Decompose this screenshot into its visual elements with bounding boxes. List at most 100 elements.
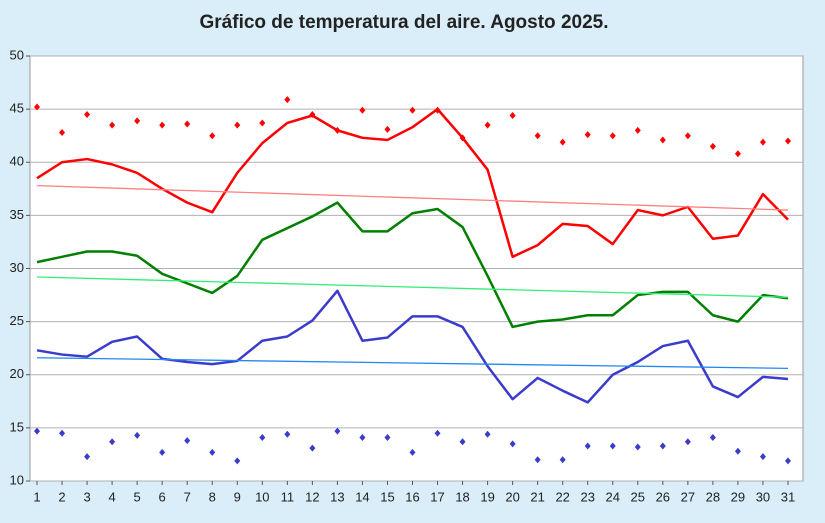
x-tick-label: 22 bbox=[555, 489, 569, 504]
x-tick-label: 8 bbox=[209, 489, 216, 504]
marker bbox=[684, 438, 691, 446]
marker bbox=[534, 456, 541, 464]
marker bbox=[334, 427, 341, 435]
y-tick-label: 10 bbox=[10, 472, 24, 487]
marker bbox=[484, 430, 491, 438]
marker bbox=[284, 96, 291, 104]
marker bbox=[359, 106, 366, 114]
x-tick-label: 17 bbox=[430, 489, 444, 504]
y-tick-label: 30 bbox=[10, 260, 24, 275]
x-tick-label: 30 bbox=[756, 489, 770, 504]
marker bbox=[784, 137, 791, 145]
marker bbox=[459, 438, 466, 446]
y-tick-label: 35 bbox=[10, 207, 24, 222]
data-line bbox=[36, 107, 789, 259]
marker bbox=[734, 150, 741, 158]
x-tick-label: 28 bbox=[706, 489, 720, 504]
marker bbox=[709, 142, 716, 150]
marker bbox=[34, 103, 41, 111]
marker bbox=[259, 119, 266, 127]
marker bbox=[759, 453, 766, 461]
x-tick-label: 10 bbox=[255, 489, 269, 504]
marker bbox=[434, 429, 441, 437]
x-tick-label: 20 bbox=[505, 489, 519, 504]
marker bbox=[134, 431, 141, 439]
marker bbox=[509, 112, 516, 119]
marker bbox=[684, 132, 691, 140]
y-tick-label: 15 bbox=[10, 419, 24, 434]
x-tick-label: 4 bbox=[108, 489, 115, 504]
marker bbox=[259, 433, 266, 441]
marker bbox=[659, 442, 666, 450]
marker bbox=[84, 110, 91, 118]
marker bbox=[634, 443, 641, 451]
x-tick-label: 5 bbox=[134, 489, 141, 504]
marker bbox=[534, 132, 541, 140]
marker bbox=[559, 456, 566, 464]
marker bbox=[409, 106, 416, 114]
marker bbox=[209, 448, 216, 456]
x-tick-label: 1 bbox=[33, 489, 40, 504]
x-tick-label: 25 bbox=[631, 489, 645, 504]
data-line bbox=[36, 201, 789, 329]
marker bbox=[134, 117, 141, 125]
marker bbox=[484, 121, 491, 129]
marker bbox=[234, 457, 241, 465]
marker bbox=[359, 433, 366, 441]
y-tick-label: 40 bbox=[10, 154, 24, 169]
marker bbox=[34, 427, 41, 435]
marker bbox=[609, 442, 616, 450]
x-tick-label: 11 bbox=[281, 489, 295, 504]
marker bbox=[709, 433, 716, 441]
data-line bbox=[36, 289, 789, 404]
marker bbox=[209, 132, 216, 140]
x-tick-label: 13 bbox=[330, 489, 344, 504]
x-tick-label: 29 bbox=[731, 489, 745, 504]
x-tick-label: 15 bbox=[380, 489, 394, 504]
marker bbox=[309, 444, 316, 452]
marker bbox=[384, 125, 391, 133]
marker bbox=[159, 448, 166, 456]
x-tick-label: 14 bbox=[355, 489, 369, 504]
y-tick-label: 20 bbox=[10, 366, 24, 381]
x-tick-label: 18 bbox=[455, 489, 469, 504]
x-tick-label: 9 bbox=[234, 489, 241, 504]
x-tick-label: 3 bbox=[83, 489, 90, 504]
marker bbox=[584, 131, 591, 139]
marker bbox=[59, 129, 66, 136]
marker bbox=[384, 433, 391, 441]
x-tick-label: 12 bbox=[305, 489, 319, 504]
y-tick-label: 25 bbox=[10, 313, 24, 328]
marker bbox=[659, 136, 666, 144]
y-tick-label: 50 bbox=[10, 47, 24, 62]
marker bbox=[184, 120, 191, 128]
marker bbox=[284, 430, 291, 438]
x-tick-label: 19 bbox=[480, 489, 494, 504]
x-tick-label: 7 bbox=[184, 489, 191, 504]
x-tick-label: 27 bbox=[681, 489, 695, 504]
marker bbox=[759, 138, 766, 146]
trend-line bbox=[36, 357, 788, 370]
trend-line bbox=[36, 184, 789, 211]
marker bbox=[84, 453, 91, 461]
chart-title: Gráfico de temperatura del aire. Agosto … bbox=[200, 12, 609, 33]
x-tick-label: 31 bbox=[781, 489, 795, 504]
marker bbox=[559, 138, 566, 146]
marker bbox=[609, 132, 616, 140]
marker bbox=[184, 437, 191, 445]
marker bbox=[784, 457, 791, 465]
marker bbox=[409, 448, 416, 456]
marker bbox=[509, 440, 516, 448]
marker bbox=[734, 447, 741, 455]
marker bbox=[109, 121, 116, 129]
marker bbox=[234, 121, 241, 129]
marker bbox=[584, 442, 591, 450]
trend-line bbox=[36, 276, 788, 298]
marker bbox=[59, 429, 66, 437]
x-tick-label: 16 bbox=[405, 489, 419, 504]
x-tick-label: 23 bbox=[580, 489, 594, 504]
marker bbox=[109, 438, 116, 446]
x-tick-label: 2 bbox=[58, 489, 65, 504]
